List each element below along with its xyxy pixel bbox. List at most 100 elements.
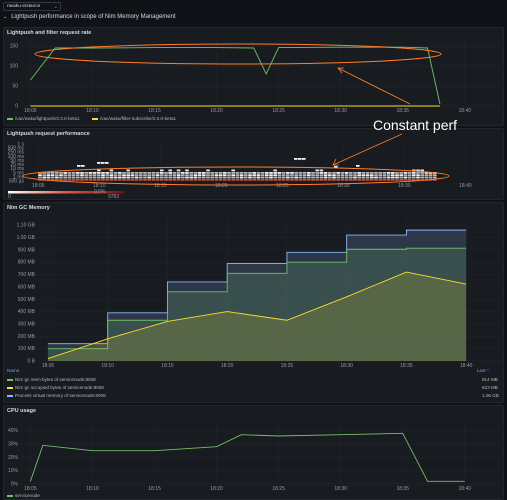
heatmap-cell [286, 178, 290, 181]
heatmap-cell [76, 176, 80, 179]
heatmap-cell [281, 174, 286, 177]
heatmap-cell [399, 178, 404, 181]
dashboard-row-header[interactable]: ⌄ Lightpush performance in scope of Nim M… [3, 14, 176, 20]
x-tick-label: 18:10 [101, 363, 114, 369]
legend-value-gc-occupied: 623 MB [482, 385, 498, 390]
legend-label: Nim gc mem bytes of servicenode:8008 [15, 377, 96, 382]
heatmap-cell [197, 172, 202, 174]
heatmap-cell [265, 174, 269, 177]
heatmap-cell [42, 174, 47, 177]
legend-swatch [92, 118, 98, 120]
x-tick-label: 18:20 [210, 486, 223, 492]
x-tick-label: 18:40 [459, 108, 472, 114]
heatmap-cell [134, 172, 139, 174]
heatmap-scale-bar [8, 191, 124, 194]
legend-item-lightpush[interactable]: /vac/waku/lightpush/2.0.0-beta1 [7, 116, 80, 121]
heatmap-cell [218, 174, 223, 177]
heatmap-cell [403, 174, 408, 177]
heatmap-cell [223, 178, 227, 181]
heatmap-cell [84, 176, 89, 179]
heatmap-cell [302, 172, 307, 174]
heatmap-cell [122, 178, 126, 181]
heatmap-cell [109, 172, 114, 174]
heatmap-cell [273, 172, 278, 174]
heatmap-cell [428, 178, 433, 181]
legend-item-gc-mem[interactable]: Nim gc mem bytes of servicenode:8008 [7, 377, 96, 382]
heatmap-cell [197, 178, 202, 181]
heatmap-cell [227, 178, 231, 181]
heatmap-cell [374, 172, 378, 174]
heatmap-cell [46, 178, 51, 181]
instance-select[interactable]: nwaku-instance ⌄ [3, 2, 61, 11]
heatmap-cell [176, 172, 181, 174]
legend-label: servicenode [15, 493, 40, 498]
heatmap-cell [399, 176, 404, 179]
legend-label: Process virtual memory of servicenode:80… [15, 393, 106, 398]
heatmap-cell [315, 172, 320, 174]
instance-select-value: nwaku-instance [7, 4, 41, 9]
heatmap-cell [206, 178, 210, 181]
heatmap-cell [370, 176, 374, 179]
heatmap-cell [340, 178, 345, 181]
heatmap-cell [286, 174, 290, 177]
heatmap-cell [172, 178, 177, 181]
heatmap-cell [181, 172, 185, 174]
legend-item-filter[interactable]: /vac/waku/filter-subscribe/2.0.0-beta1 [92, 116, 176, 121]
heatmap-cell [315, 169, 320, 172]
heatmap-cell [307, 176, 311, 179]
heatmap-cell [67, 174, 72, 177]
y-tick-label: 50 ms [10, 158, 24, 164]
heatmap-cell [269, 176, 273, 179]
heatmap-cell [315, 178, 320, 181]
chevron-down-icon: ⌄ [53, 4, 58, 10]
heatmap-cell [248, 178, 252, 181]
heatmap-cell [332, 176, 336, 179]
heatmap-cell [231, 169, 236, 172]
heatmap-cell [76, 174, 80, 177]
heatmap-cell [46, 174, 51, 177]
x-tick-label: 18:10 [93, 183, 106, 189]
heatmap-cell [63, 174, 68, 177]
heatmap-cell [193, 172, 198, 174]
heatmap-cell [92, 172, 97, 174]
heatmap-cell [214, 178, 219, 181]
heatmap-cell [160, 176, 164, 179]
heatmap-cell [391, 174, 395, 177]
legend-item-gc-occupied[interactable]: Nim gc occupied bytes of servicenode:800… [7, 385, 104, 390]
x-tick-label: 18:10 [86, 108, 99, 114]
x-tick-label: 18:35 [396, 486, 409, 492]
heatmap-cell [164, 176, 168, 179]
heatmap-cell [311, 178, 315, 181]
heatmap-cell [328, 178, 332, 181]
heatmap-cell [344, 174, 349, 177]
legend-value-gc-mem: 914 MB [482, 377, 498, 382]
x-tick-label: 18:25 [272, 108, 285, 114]
heatmap-cell [416, 172, 420, 174]
y-tick-label: 5 ms [13, 170, 24, 176]
x-tick-label: 18:20 [215, 183, 228, 189]
heatmap-cell [59, 178, 63, 181]
heatmap-cell [277, 172, 282, 174]
nim-gc-memory-chart: 0 B 100 MB 200 MB 300 MB 400 MB 500 MB 600 MB 7… [17, 217, 502, 369]
heatmap-cell [269, 178, 273, 181]
heatmap-outlier [298, 158, 302, 160]
heatmap-cell [88, 176, 93, 179]
heatmap-cell [160, 172, 164, 174]
heatmap-cell [172, 174, 177, 177]
legend-item-virtual-memory[interactable]: Process virtual memory of servicenode:80… [7, 393, 106, 398]
legend-header-last[interactable]: Last * [477, 368, 489, 373]
heatmap-cell [189, 172, 194, 174]
heatmap-cell [323, 176, 328, 179]
heatmap-cell [353, 176, 357, 179]
heatmap-cell [353, 172, 357, 174]
legend-item-servicenode[interactable]: servicenode [7, 493, 40, 498]
legend-swatch [7, 495, 13, 497]
heatmap-cell [223, 174, 227, 177]
heatmap-cell [42, 178, 47, 181]
heatmap-cell [235, 178, 240, 181]
legend-header-name[interactable]: Name [7, 368, 20, 373]
heatmap-outlier [302, 158, 306, 160]
dashboard-toolbar: nwaku-instance ⌄ ⌄ Lightpush performance … [0, 0, 507, 26]
heatmap-cell [126, 172, 131, 174]
heatmap-cell [80, 174, 84, 177]
